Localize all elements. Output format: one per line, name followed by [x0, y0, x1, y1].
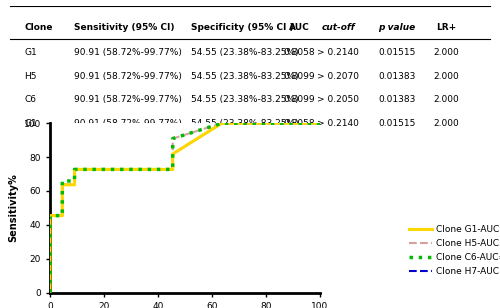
Text: 0.01383: 0.01383 [378, 95, 416, 104]
Text: 54.55 (23.38%-83.25%): 54.55 (23.38%-83.25%) [191, 95, 299, 104]
Text: 54.55 (23.38%-83.25%): 54.55 (23.38%-83.25%) [191, 119, 299, 128]
Text: 0.8058: 0.8058 [283, 48, 315, 58]
Text: 90.91 (58.72%-99.77%): 90.91 (58.72%-99.77%) [74, 119, 182, 128]
Text: 0.01383: 0.01383 [378, 72, 416, 81]
Text: AUC: AUC [288, 23, 310, 32]
Text: 0.01515: 0.01515 [378, 48, 416, 58]
Text: 90.91 (58.72%-99.77%): 90.91 (58.72%-99.77%) [74, 95, 182, 104]
Text: LR+: LR+ [436, 23, 456, 32]
Y-axis label: Sensitivity%: Sensitivity% [8, 173, 18, 242]
Text: 2.000: 2.000 [433, 95, 459, 104]
Text: Specificity (95% CI ): Specificity (95% CI ) [191, 23, 294, 32]
Text: Clone: Clone [24, 23, 53, 32]
Text: 90.91 (58.72%-99.77%): 90.91 (58.72%-99.77%) [74, 48, 182, 58]
Text: C6: C6 [24, 95, 36, 104]
Text: > 0.2050: > 0.2050 [317, 95, 359, 104]
Text: H5: H5 [24, 72, 37, 81]
Text: 54.55 (23.38%-83.25%): 54.55 (23.38%-83.25%) [191, 72, 299, 81]
Text: 2.000: 2.000 [433, 119, 459, 128]
Text: 0.8058: 0.8058 [283, 119, 315, 128]
Text: 90.91 (58.72%-99.77%): 90.91 (58.72%-99.77%) [74, 72, 182, 81]
Text: G1: G1 [24, 119, 38, 128]
Text: 2.000: 2.000 [433, 72, 459, 81]
Text: p value: p value [378, 23, 416, 32]
Text: 54.55 (23.38%-83.25%): 54.55 (23.38%-83.25%) [191, 48, 299, 58]
Text: Sensitivity (95% CI): Sensitivity (95% CI) [74, 23, 174, 32]
Text: > 0.2140: > 0.2140 [318, 119, 359, 128]
Text: 0.8099: 0.8099 [283, 72, 315, 81]
Text: > 0.2070: > 0.2070 [317, 72, 359, 81]
Text: > 0.2140: > 0.2140 [318, 48, 359, 58]
Text: 0.8099: 0.8099 [283, 95, 315, 104]
Text: G1: G1 [24, 48, 38, 58]
Text: 0.01515: 0.01515 [378, 119, 416, 128]
Text: cut-off: cut-off [322, 23, 355, 32]
Text: 2.000: 2.000 [433, 48, 459, 58]
Legend: Clone G1-AUC= 0.8058, Clone H5-AUC= 0.8099, Clone C6-AUC= 0.8099, Clone H7-AUC= : Clone G1-AUC= 0.8058, Clone H5-AUC= 0.80… [406, 221, 500, 280]
